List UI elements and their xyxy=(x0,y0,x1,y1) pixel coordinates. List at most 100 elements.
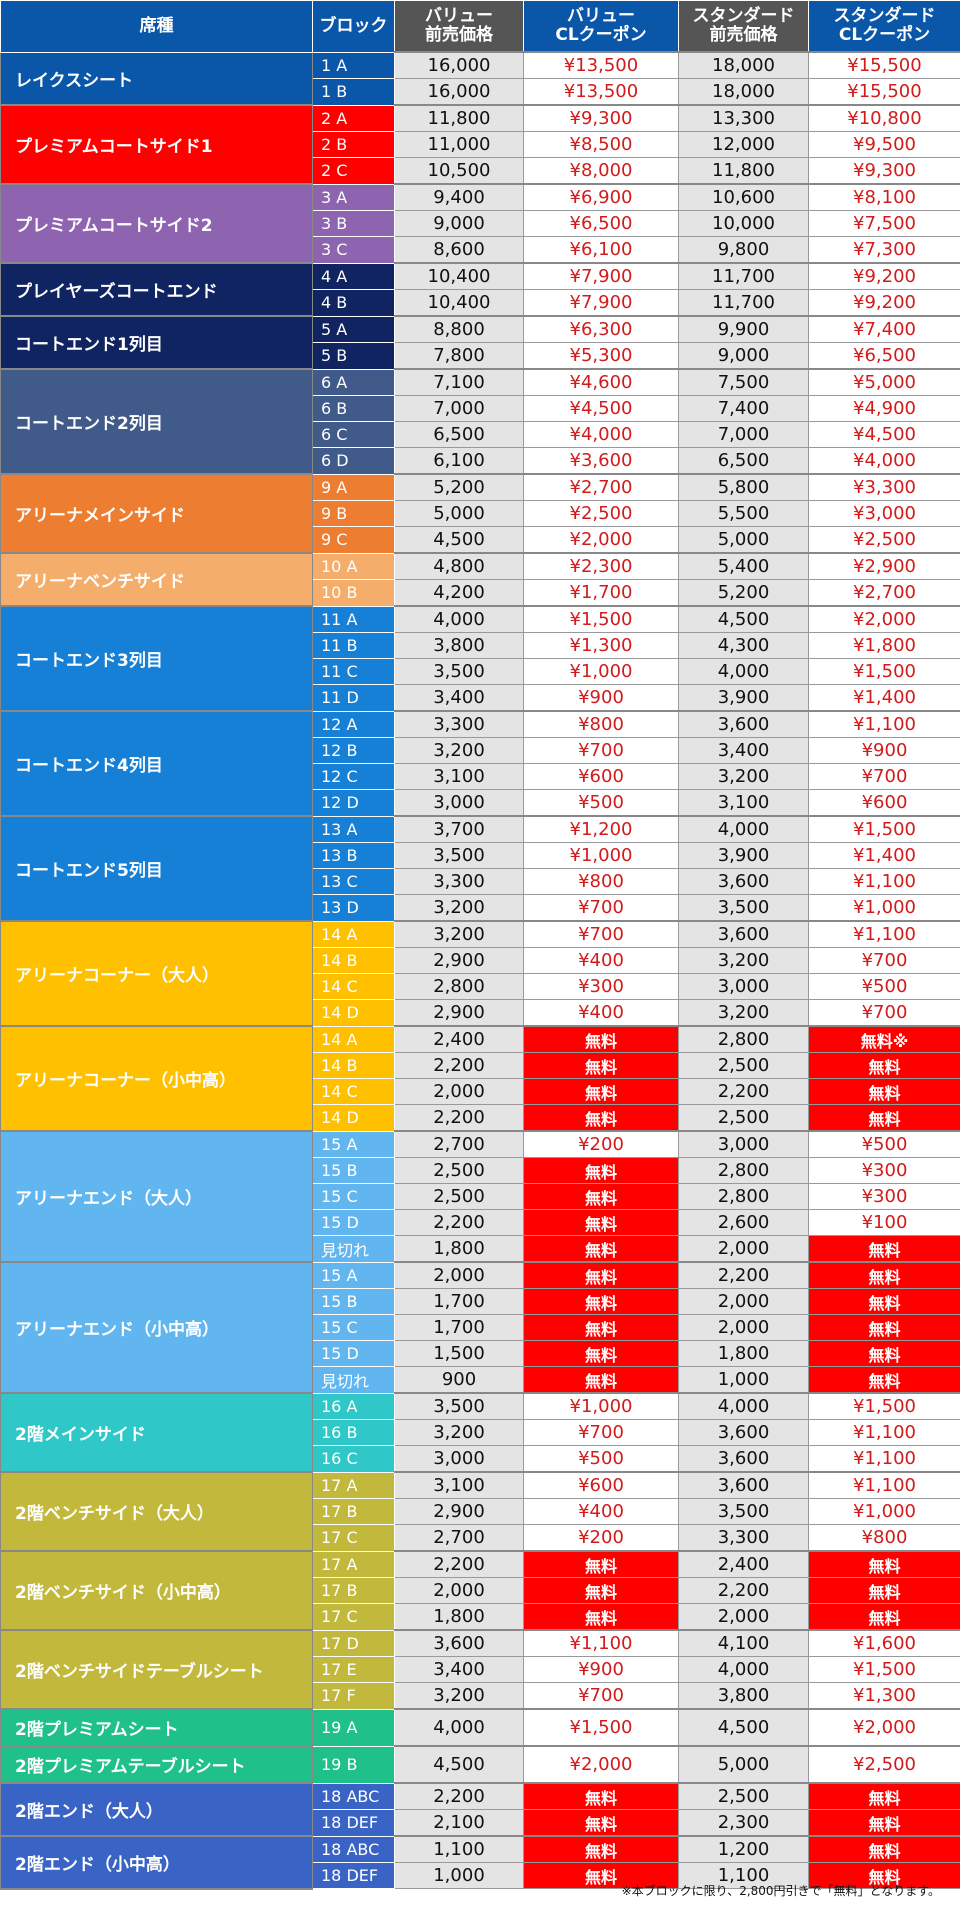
seat-type: 2階ベンチサイド（大人） xyxy=(0,1471,313,1552)
block-cell: 11 D xyxy=(312,684,395,712)
table-row: 15 B 2,500 無料 2,800 ¥300 xyxy=(1,1157,960,1184)
value-coupon-cell: ¥600 xyxy=(523,1471,679,1499)
value-presale-cell: 4,800 xyxy=(394,552,524,580)
seat-type: 2階ベンチサイド（小中高） xyxy=(0,1550,313,1631)
standard-coupon-cell: ¥700 xyxy=(808,947,960,974)
table-row: 12 C 3,100 ¥600 3,200 ¥700 xyxy=(1,763,960,790)
table-row: 16 C 3,000 ¥500 3,600 ¥1,100 xyxy=(1,1445,960,1473)
value-presale-cell: 2,700 xyxy=(394,1130,524,1158)
block-cell: 17 A xyxy=(312,1550,395,1578)
value-coupon-cell: ¥2,000 xyxy=(523,1745,679,1784)
table-row: 15 C 1,700 無料 2,000 無料 xyxy=(1,1314,960,1341)
value-presale-cell: 1,700 xyxy=(394,1314,524,1341)
value-coupon-cell: ¥6,100 xyxy=(523,236,679,264)
value-presale-cell: 2,200 xyxy=(394,1550,524,1578)
table-row: 17 B 2,900 ¥400 3,500 ¥1,000 xyxy=(1,1498,960,1525)
value-presale-cell: 2,200 xyxy=(394,1782,524,1810)
block-cell: 12 C xyxy=(312,763,395,790)
standard-coupon-cell: ¥1,100 xyxy=(808,1471,960,1499)
standard-coupon-cell: ¥8,100 xyxy=(808,183,960,211)
value-coupon-cell: 無料 xyxy=(523,1052,679,1079)
standard-presale-cell: 4,300 xyxy=(678,632,809,659)
value-coupon-cell: ¥1,500 xyxy=(523,1708,679,1747)
block-cell: 18 ABC xyxy=(312,1782,395,1810)
block-cell: 6 C xyxy=(312,421,395,448)
seat-type: コートエンド2列目 xyxy=(0,368,313,475)
block-cell: 17 F xyxy=(312,1682,395,1710)
standard-presale-cell: 2,000 xyxy=(678,1603,809,1631)
table-row: 5 B 7,800 ¥5,300 9,000 ¥6,500 xyxy=(1,342,960,370)
seat-type: コートエンド5列目 xyxy=(0,815,313,922)
standard-coupon-cell: 無料 xyxy=(808,1235,960,1263)
standard-presale-cell: 4,000 xyxy=(678,1392,809,1420)
block-cell: 11 A xyxy=(312,605,395,633)
seat-type: 2階プレミアムテーブルシート xyxy=(0,1745,313,1784)
table-row: 2階エンド（大人） 18 ABC 2,200 無料 2,500 無料 xyxy=(0,1782,960,1837)
block-cell: 18 DEF xyxy=(312,1809,395,1837)
table-row: 14 B 2,900 ¥400 3,200 ¥700 xyxy=(1,947,960,974)
value-presale-cell: 1,700 xyxy=(394,1288,524,1315)
table-row: 18 DEF 1,000 無料 1,100 無料 xyxy=(1,1862,960,1889)
value-presale-cell: 1,800 xyxy=(394,1603,524,1631)
block-cell: 14 B xyxy=(312,947,395,974)
value-presale-cell: 7,800 xyxy=(394,342,524,370)
standard-presale-cell: 2,800 xyxy=(678,1157,809,1184)
block-cell: 15 D xyxy=(312,1209,395,1236)
block-cell: 17 E xyxy=(312,1656,395,1683)
block-cell: 3 C xyxy=(312,236,395,264)
table-row: 16 B 3,200 ¥700 3,600 ¥1,100 xyxy=(1,1419,960,1446)
value-coupon-cell: ¥2,500 xyxy=(523,500,679,527)
standard-coupon-cell: ¥900 xyxy=(808,737,960,764)
value-presale-cell: 2,200 xyxy=(394,1209,524,1236)
standard-presale-cell: 1,100 xyxy=(678,1862,809,1889)
standard-presale-cell: 3,100 xyxy=(678,789,809,817)
standard-coupon-cell: 無料 xyxy=(808,1078,960,1105)
standard-presale-cell: 3,200 xyxy=(678,763,809,790)
header-seat: 席種 xyxy=(0,0,313,53)
value-presale-cell: 3,300 xyxy=(394,710,524,738)
standard-presale-cell: 2,400 xyxy=(678,1550,809,1578)
standard-coupon-cell: 無料 xyxy=(808,1261,960,1289)
standard-coupon-cell: ¥1,600 xyxy=(808,1629,960,1657)
value-coupon-cell: ¥3,600 xyxy=(523,447,679,475)
value-coupon-cell: 無料 xyxy=(523,1078,679,1105)
block-cell: 4 A xyxy=(312,262,395,290)
standard-coupon-cell: 無料 xyxy=(808,1340,960,1367)
standard-coupon-cell: ¥1,100 xyxy=(808,710,960,738)
standard-presale-cell: 4,000 xyxy=(678,658,809,685)
table-row: レイクスシート 1 A 16,000 ¥13,500 18,000 ¥15,500 xyxy=(0,51,960,106)
block-cell: 見切れ xyxy=(312,1235,395,1263)
block-cell: 14 B xyxy=(312,1052,395,1079)
block-cell: 9 A xyxy=(312,473,395,501)
standard-presale-cell: 6,500 xyxy=(678,447,809,475)
standard-presale-cell: 2,000 xyxy=(678,1235,809,1263)
block-cell: 6 D xyxy=(312,447,395,475)
block-cell: 16 B xyxy=(312,1419,395,1446)
value-coupon-cell: ¥6,300 xyxy=(523,315,679,343)
seat-type: プレイヤーズコートエンド xyxy=(0,262,313,317)
table-row: 2階ベンチサイド（大人） 17 A 3,100 ¥600 3,600 ¥1,100 xyxy=(0,1471,960,1552)
block-cell: 13 C xyxy=(312,868,395,895)
value-presale-cell: 2,100 xyxy=(394,1809,524,1837)
standard-coupon-cell: ¥5,000 xyxy=(808,368,960,396)
value-coupon-cell: ¥300 xyxy=(523,973,679,1000)
block-cell: 14 C xyxy=(312,973,395,1000)
value-presale-cell: 8,600 xyxy=(394,236,524,264)
table-row: 2階メインサイド 16 A 3,500 ¥1,000 4,000 ¥1,500 xyxy=(0,1392,960,1473)
standard-presale-cell: 2,500 xyxy=(678,1782,809,1810)
value-presale-cell: 3,600 xyxy=(394,1629,524,1657)
value-coupon-cell: 無料 xyxy=(523,1235,679,1263)
header-value-coupon: バリュー CLクーポン xyxy=(523,0,679,53)
value-coupon-cell: ¥13,500 xyxy=(523,78,679,106)
table-row: 14 D 2,900 ¥400 3,200 ¥700 xyxy=(1,999,960,1027)
table-row: コートエンド3列目 11 A 4,000 ¥1,500 4,500 ¥2,000 xyxy=(0,605,960,712)
header-block: ブロック xyxy=(312,0,395,53)
table-row: 15 D 1,500 無料 1,800 無料 xyxy=(1,1340,960,1367)
value-presale-cell: 2,000 xyxy=(394,1078,524,1105)
table-row: プレミアムコートサイド1 2 A 11,800 ¥9,300 13,300 ¥10,800 xyxy=(0,104,960,185)
standard-presale-cell: 5,200 xyxy=(678,579,809,607)
standard-presale-cell: 7,400 xyxy=(678,395,809,422)
standard-coupon-cell: ¥1,300 xyxy=(808,1682,960,1710)
block-cell: 13 D xyxy=(312,894,395,922)
table-row: コートエンド2列目 6 A 7,100 ¥4,600 7,500 ¥5,000 xyxy=(0,368,960,475)
